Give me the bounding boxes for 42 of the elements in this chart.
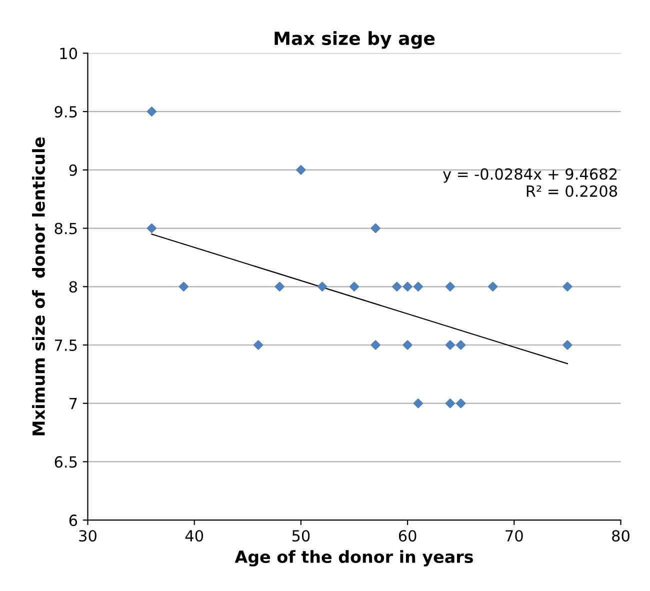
- y-tick-label: 6.5: [54, 456, 77, 468]
- y-tick-label: 9.5: [54, 106, 77, 118]
- y-tick-label: 10: [60, 48, 78, 60]
- point: [146, 106, 157, 116]
- chart-title: Max size by age: [274, 31, 435, 49]
- y-tick-label: 7.5: [54, 340, 77, 352]
- point: [562, 340, 572, 350]
- x-tick-label: 50: [292, 530, 310, 542]
- point: [445, 340, 456, 350]
- point: [456, 340, 466, 350]
- point: [445, 282, 456, 292]
- y-tick-label: 8: [69, 281, 77, 293]
- annotation: y = -0.0284x + 9.4682 R² = 0.2208: [443, 168, 618, 197]
- x-tick-label: 60: [398, 530, 416, 542]
- point: [392, 282, 402, 292]
- y-tick-label: 7: [70, 398, 77, 410]
- y-tick-label: 8.5: [54, 222, 77, 234]
- point: [370, 340, 380, 350]
- point: [562, 282, 572, 292]
- x-tick-label: 80: [612, 530, 630, 542]
- point: [349, 282, 360, 292]
- point: [413, 282, 424, 292]
- point: [317, 282, 328, 292]
- y-axis-title: Mximum size of donor lenticule: [32, 137, 45, 436]
- y-tick-label: 9: [69, 164, 77, 176]
- point: [178, 282, 189, 292]
- x-axis-title: Age of the donor in years: [234, 550, 473, 566]
- point: [146, 223, 157, 234]
- point: [253, 340, 264, 350]
- x-tick-label: 70: [506, 530, 523, 542]
- point: [488, 282, 498, 292]
- point: [456, 398, 466, 408]
- point: [370, 223, 380, 234]
- point: [413, 398, 424, 408]
- x-tick-label: 30: [79, 530, 96, 542]
- y-tick-label: 6: [69, 514, 78, 526]
- point: [274, 282, 284, 292]
- x-tick-label: 40: [185, 530, 204, 542]
- point: [402, 340, 412, 350]
- point: [402, 282, 412, 292]
- point: [445, 398, 456, 408]
- point: [296, 165, 306, 175]
